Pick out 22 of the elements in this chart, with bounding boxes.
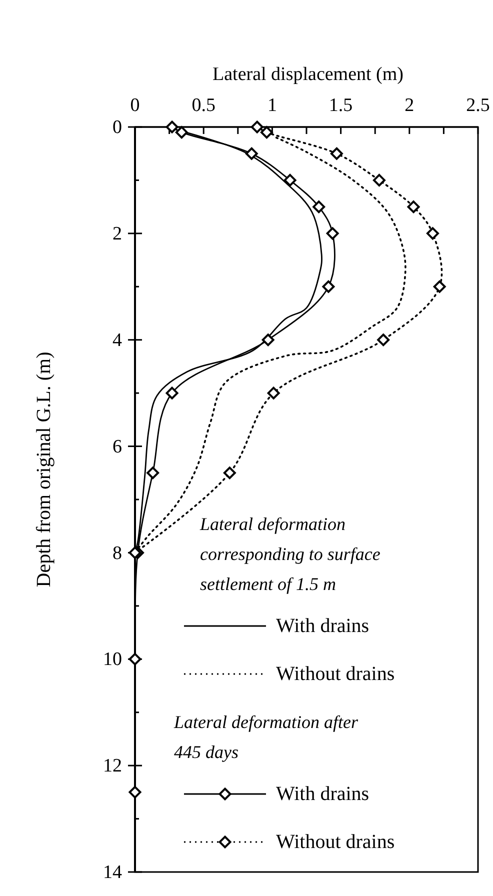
- legend-label: With drains: [276, 783, 370, 805]
- x-tick-label: 1.5: [328, 95, 353, 116]
- legend-label: Without drains: [276, 831, 395, 853]
- y-tick-label: 8: [112, 542, 122, 564]
- x-tick-label: 0.5: [192, 95, 216, 116]
- y-tick-label: 12: [103, 756, 122, 777]
- y-tick-label: 0: [112, 117, 122, 138]
- y-tick-label: 14: [103, 862, 122, 884]
- x-tick-label: 1: [267, 95, 277, 116]
- x-tick-label: 0: [130, 95, 140, 116]
- y-tick-label: 2: [112, 224, 122, 245]
- y-tick-label: 6: [112, 436, 122, 458]
- legend-label: Without drains: [276, 663, 395, 685]
- y-axis-title: Depth from original G.L. (m): [33, 352, 55, 588]
- annotation: Lateral deformation corresponding to surface settlement of 1.5 m: [199, 514, 380, 594]
- x-tick-label: 2.5: [466, 95, 490, 116]
- x-axis-title: Lateral displacement (m): [212, 64, 404, 85]
- y-tick-label: 10: [103, 649, 122, 670]
- y-tick-label: 4: [112, 330, 122, 351]
- x-tick-label: 2: [404, 95, 414, 116]
- annotation: Lateral deformation after 445 days: [173, 712, 359, 762]
- legend-label: With drains: [276, 615, 370, 637]
